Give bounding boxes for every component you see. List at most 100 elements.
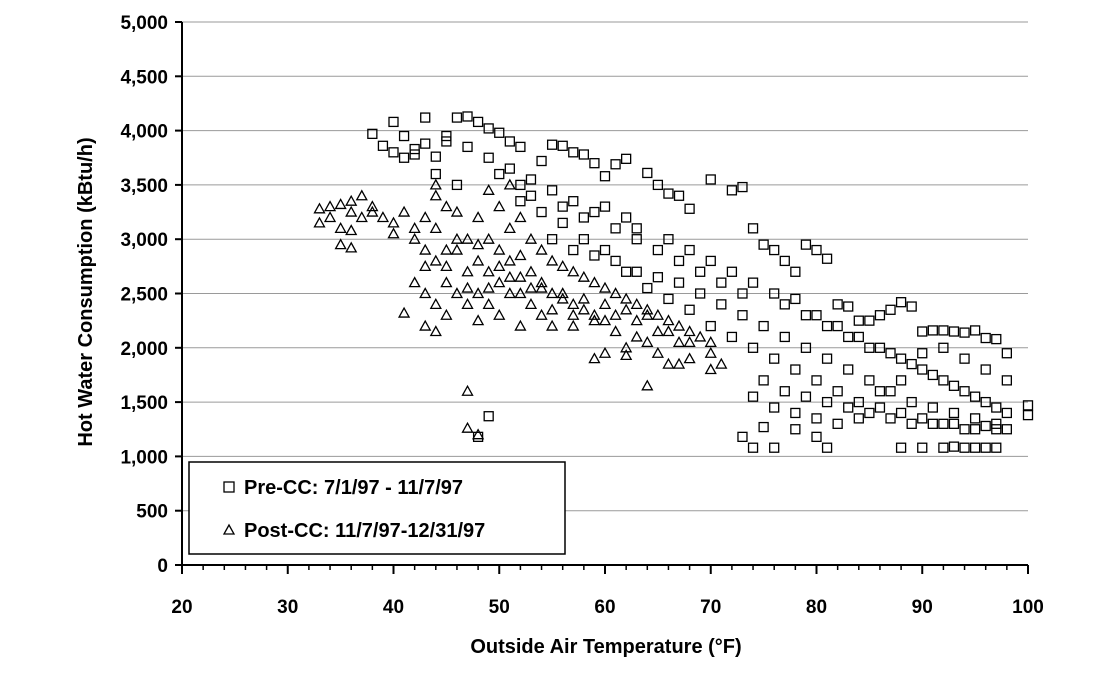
data-point [672, 336, 686, 348]
y-tick-label: 3,500 [120, 176, 168, 197]
data-point [419, 211, 432, 223]
data-point [704, 363, 717, 375]
data-point [514, 249, 527, 261]
data-point [567, 308, 580, 320]
data-point [811, 244, 822, 256]
data-point [864, 315, 875, 326]
data-point [1022, 400, 1034, 411]
data-point [577, 292, 590, 304]
data-point [419, 287, 432, 299]
data-point [917, 348, 928, 359]
data-point [525, 174, 537, 185]
legend-box [188, 461, 566, 555]
data-point [461, 298, 474, 310]
data-point [874, 310, 886, 321]
data-point [471, 287, 485, 299]
data-point [441, 136, 452, 147]
data-point [589, 206, 600, 218]
data-point [716, 277, 727, 288]
data-point [991, 402, 1002, 413]
data-point [483, 152, 494, 163]
data-point [705, 174, 716, 185]
data-point [409, 149, 420, 160]
data-point [959, 424, 970, 435]
data-point [408, 222, 421, 233]
data-point [821, 320, 833, 332]
data-point [917, 413, 928, 424]
data-point [598, 298, 612, 310]
data-point [683, 325, 696, 337]
data-point [610, 159, 621, 170]
data-point [948, 326, 960, 337]
data-point [853, 396, 864, 408]
data-point [620, 341, 633, 353]
data-point [948, 380, 960, 391]
data-point [515, 141, 526, 153]
data-point [589, 250, 600, 261]
x-tick-label: 50 [489, 597, 510, 618]
data-point [345, 224, 358, 236]
data-point [790, 266, 801, 277]
data-point [609, 308, 622, 320]
data-point [441, 130, 452, 142]
data-point [472, 116, 484, 128]
data-point [524, 281, 538, 293]
data-point [503, 222, 516, 233]
data-point [991, 333, 1002, 345]
x-tick-label: 90 [912, 597, 933, 618]
data-point [461, 384, 474, 396]
data-point [409, 143, 420, 155]
data-point [483, 123, 494, 134]
data-point [462, 141, 473, 153]
data-point [451, 179, 463, 191]
data-point [991, 442, 1002, 453]
data-point [504, 163, 515, 174]
data-point [630, 330, 643, 342]
data-point [535, 276, 548, 288]
legend: Pre-CC: 7/1/97 - 11/7/97 Post-CC: 11/7/9… [188, 461, 566, 555]
data-point [620, 303, 633, 315]
data-point [726, 331, 738, 343]
data-point [440, 308, 453, 320]
y-axis-title: Hot Water Consumption (kBtu/h) [75, 137, 97, 446]
data-point [546, 234, 558, 245]
data-point [631, 223, 642, 234]
data-point [716, 299, 727, 310]
data-point [747, 223, 759, 234]
data-point [695, 266, 706, 277]
data-point [800, 310, 812, 321]
data-point [874, 342, 886, 353]
series-post-cc [313, 178, 728, 440]
data-point [652, 179, 664, 191]
data-point [895, 442, 907, 453]
data-point [821, 396, 833, 408]
data-points [313, 111, 1034, 453]
data-point [864, 375, 875, 386]
data-point [515, 179, 526, 191]
data-point [471, 211, 485, 223]
data-point [938, 418, 949, 429]
data-point [969, 424, 981, 435]
data-point [917, 326, 928, 337]
data-point [483, 411, 494, 422]
data-point [620, 292, 633, 304]
data-point [568, 244, 579, 256]
data-point [430, 168, 441, 180]
data-point [588, 276, 601, 288]
data-point [800, 239, 812, 250]
data-point [450, 205, 464, 217]
data-point [800, 391, 812, 402]
data-point [779, 386, 790, 397]
data-point [705, 320, 716, 332]
x-tick-label: 100 [1012, 597, 1044, 618]
data-point [440, 243, 453, 255]
data-point [334, 238, 347, 250]
data-point [663, 188, 674, 199]
data-point [737, 310, 748, 321]
data-point [969, 413, 981, 424]
data-point [408, 232, 421, 244]
data-point [672, 357, 686, 369]
data-point [726, 185, 738, 196]
data-point [345, 205, 358, 217]
data-point [790, 424, 801, 435]
